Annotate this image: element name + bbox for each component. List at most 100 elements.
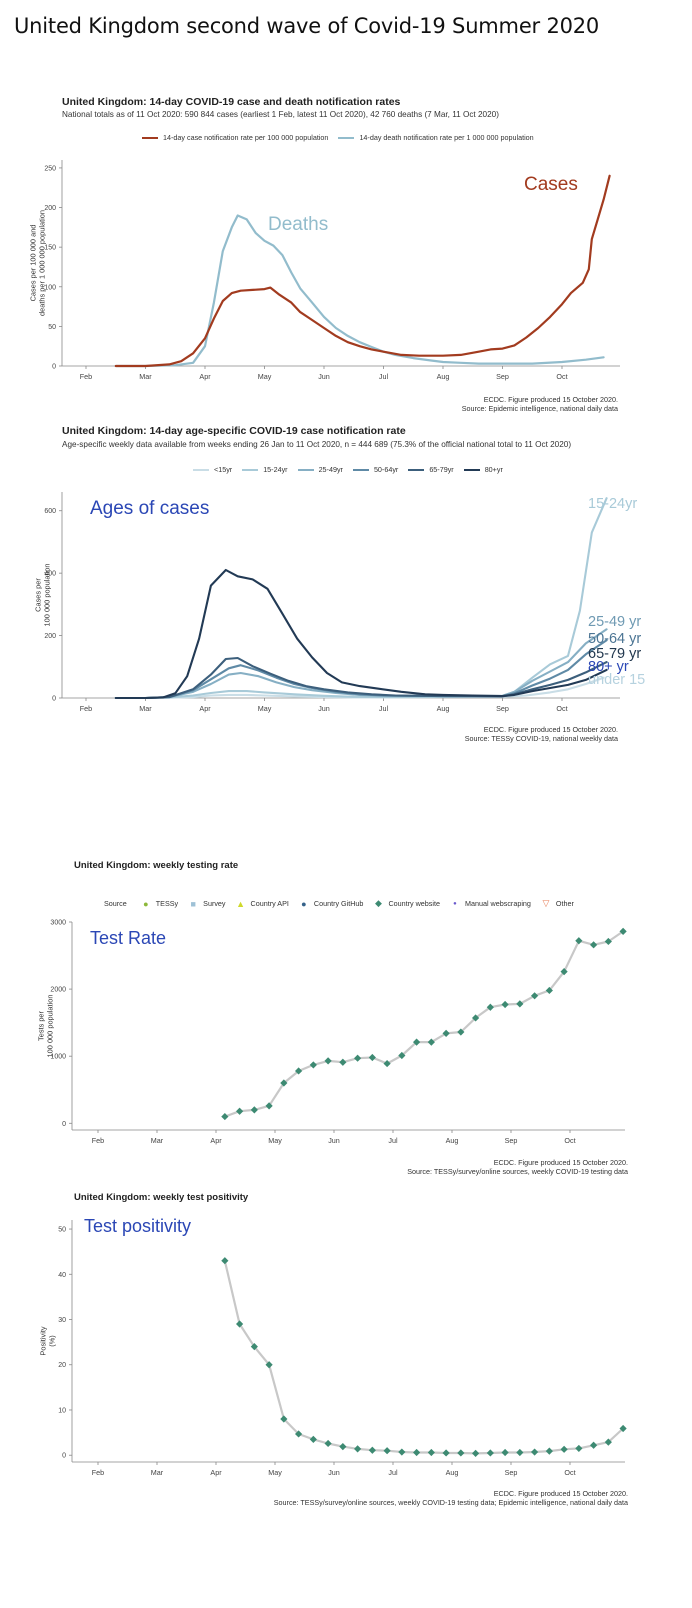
legend-item-country-github: ● Country GitHub <box>299 899 364 909</box>
annotation-under15: under 15 <box>588 672 645 688</box>
data-point-testing-rate <box>250 1106 258 1114</box>
x-tick-label: Oct <box>564 1468 575 1477</box>
panel3-caption-line2: Source: TESSy/survey/online sources, wee… <box>407 1167 628 1176</box>
x-tick-label: Apr <box>199 372 211 381</box>
x-tick-label: May <box>268 1468 282 1477</box>
data-point-testing-rate <box>221 1112 229 1121</box>
series-line-age-5 <box>114 568 608 700</box>
data-point-positivity <box>368 1446 376 1454</box>
data-point-testing-rate <box>486 1003 494 1011</box>
data-point-testing-rate <box>383 1059 391 1068</box>
legend-label-cases: 14-day case notification rate per 100 00… <box>163 133 329 142</box>
x-tick-label: Aug <box>437 704 450 713</box>
panel3-caption: ECDC. Figure produced 15 October 2020. S… <box>407 1158 628 1176</box>
legend-item-country-api: ▲ Country API <box>236 899 289 909</box>
data-point-testing-rate <box>265 1102 273 1110</box>
data-point-positivity <box>575 1444 583 1453</box>
data-point-testing-rate <box>309 1061 317 1069</box>
panel2-legend: <15yr 15-24yr 25-49yr 50-64yr 65-79yr 80… <box>193 465 513 474</box>
y-tick-label: 50 <box>58 1227 66 1234</box>
data-point-positivity <box>472 1449 480 1458</box>
legend-item-deaths: 14-day death notification rate per 1 000… <box>338 133 534 142</box>
panel-testing-rate: United Kingdom: weekly testing rate Sour… <box>37 860 629 1176</box>
legend-label-country-github: Country GitHub <box>313 899 364 908</box>
legend-item-25-49: 25-49yr <box>297 465 343 474</box>
annotation-80plus: 80+ yr <box>588 659 629 675</box>
data-point-testing-rate <box>575 937 583 945</box>
panel1-subtitle: National totals as of 11 Oct 2020: 590 8… <box>62 110 499 119</box>
annotation-test-rate: Test Rate <box>90 928 166 948</box>
x-tick-label: Mar <box>139 704 152 713</box>
y-tick-label: 250 <box>44 165 56 172</box>
y-axis-label: Tests per100 000 population <box>37 995 55 1058</box>
series-line-cases <box>114 174 611 368</box>
data-point-positivity <box>501 1448 509 1457</box>
panel1-caption: ECDC. Figure produced 15 October 2020. S… <box>462 395 618 413</box>
y-tick-label: 2000 <box>50 987 66 994</box>
data-point-testing-rate <box>560 968 568 976</box>
annotation-25-49: 25-49 yr <box>588 614 641 630</box>
chart-testing-rate: 0 1000 2000 3000 Feb Mar Apr May Jun Jul Aug Sep Oct… <box>37 920 627 1145</box>
legend-item-country-website: ◆ Country website <box>373 898 440 909</box>
data-point-testing-rate <box>324 1057 332 1065</box>
data-point-positivity <box>604 1438 612 1446</box>
data-point-positivity <box>309 1435 317 1443</box>
panel4-caption-line1: ECDC. Figure produced 15 October 2020. <box>493 1489 628 1498</box>
data-point-testing-rate <box>442 1029 450 1037</box>
legend-item-survey: ■ Survey <box>188 899 225 909</box>
x-tick-label: Apr <box>210 1136 222 1145</box>
legend-label-survey: Survey <box>203 899 226 908</box>
y-tick-label: 400 <box>44 571 56 578</box>
panel2-caption-line2: Source: TESSy COVID-19, national weekly … <box>464 734 618 743</box>
y-axis-label-line: 100 000 population <box>43 564 52 627</box>
x-tick-label: Sep <box>505 1136 518 1145</box>
data-point-testing-rate <box>236 1107 244 1115</box>
triangle-icon: ▲ <box>236 898 245 909</box>
data-point-testing-rate <box>368 1053 376 1062</box>
data-point-positivity <box>531 1448 539 1456</box>
data-point-positivity <box>339 1443 347 1451</box>
data-point-positivity <box>545 1447 553 1455</box>
x-tick-label: Feb <box>80 372 92 381</box>
legend-label-under15: <15yr <box>214 465 233 474</box>
annotation-65-79: 65-79 yr <box>588 646 641 662</box>
x-tick-label: Feb <box>92 1136 104 1145</box>
legend-item-50-64: 50-64yr <box>352 465 398 474</box>
x-tick-label: Mar <box>139 372 152 381</box>
panel2-title: United Kingdom: 14-day age-specific COVI… <box>62 425 406 437</box>
data-point-positivity <box>619 1424 627 1433</box>
x-tick-label: Oct <box>564 1136 575 1145</box>
panel1-caption-line2: Source: Epidemic intelligence, national … <box>461 404 618 413</box>
panel-age-rates: United Kingdom: 14-day age-specific COVI… <box>0 0 692 760</box>
data-point-positivity <box>590 1441 598 1449</box>
y-axis-label-line: Cases per <box>34 578 43 612</box>
legend-item-other: ▽ Other <box>541 898 574 909</box>
panel4-caption: ECDC. Figure produced 15 October 2020. S… <box>274 1489 628 1507</box>
legend-label-other: Other <box>555 899 574 908</box>
x-tick-label: Apr <box>210 1468 222 1477</box>
y-tick-label: 600 <box>44 508 56 515</box>
x-tick-label: May <box>258 704 272 713</box>
y-tick-label: 150 <box>44 245 56 252</box>
x-tick-label: Sep <box>496 704 509 713</box>
panel2-caption: ECDC. Figure produced 15 October 2020. S… <box>465 725 618 743</box>
annotation-cases: Cases <box>524 174 578 195</box>
chart-case-death-rates: 0 50 100 150 200 250 Feb Mar Apr May Jun Jul Aug Sep O… <box>29 160 620 381</box>
data-point-positivity <box>236 1320 244 1328</box>
legend-label-80plus: 80+yr <box>484 465 503 474</box>
y-axis-label-line: (%) <box>48 1335 57 1347</box>
panel3-legend: Source ● TESSy ■ Survey ▲ Country API ● Coun… <box>104 898 584 909</box>
data-point-positivity <box>486 1449 494 1457</box>
data-point-testing-rate <box>398 1051 406 1060</box>
legend-item-tessy: ● TESSy <box>141 899 178 909</box>
series-line-positivity <box>223 1259 625 1455</box>
y-tick-label: 200 <box>44 633 56 640</box>
annotation-test-positivity: Test positivity <box>84 1216 191 1236</box>
y-tick-label: 0 <box>52 364 56 371</box>
square-icon: ■ <box>190 898 196 909</box>
legend-label-manual-webscraping: Manual webscraping <box>464 899 531 908</box>
y-tick-label: 3000 <box>50 920 66 927</box>
y-tick-label: 20 <box>58 1362 66 1369</box>
y-tick-label: 1000 <box>50 1054 66 1061</box>
